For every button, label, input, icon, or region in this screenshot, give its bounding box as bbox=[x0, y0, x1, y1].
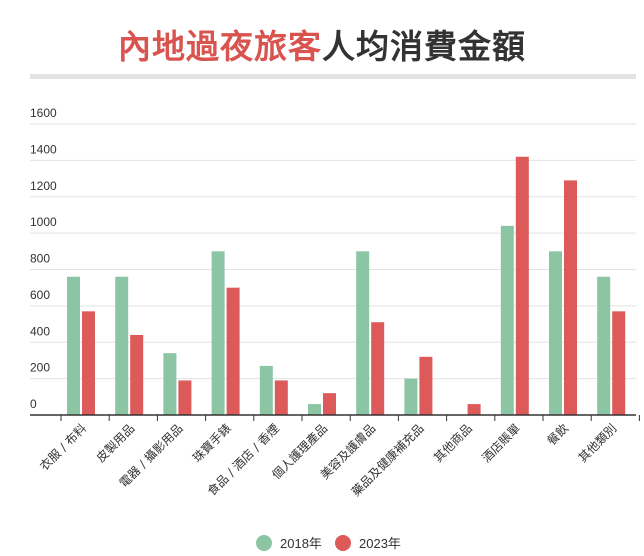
bar-2018-1 bbox=[115, 276, 129, 415]
x-category-label-0: 衣服 / 布料 bbox=[36, 421, 89, 474]
legend: 2018年 2023年 bbox=[0, 533, 644, 553]
bar-2018-11 bbox=[597, 276, 611, 415]
y-tick-label-1400: 1400 bbox=[30, 142, 57, 156]
bar-2018-2 bbox=[163, 353, 177, 415]
bar-2018-4 bbox=[259, 365, 273, 415]
legend-item-2018: 2018年 bbox=[256, 533, 322, 552]
bar-2023-5 bbox=[323, 393, 336, 415]
x-category-label-1: 皮製用品 bbox=[94, 421, 138, 465]
legend-item-2023: 2023年 bbox=[335, 533, 401, 552]
bar-2023-9 bbox=[515, 156, 529, 416]
bar-2018-5 bbox=[308, 404, 321, 415]
legend-swatch-2023 bbox=[335, 534, 351, 551]
bar-2023-8 bbox=[467, 404, 481, 415]
bar-2023-1 bbox=[130, 334, 144, 415]
bar-2023-3 bbox=[226, 287, 240, 415]
bar-2023-2 bbox=[178, 380, 192, 415]
bar-2023-6 bbox=[371, 322, 385, 415]
bar-2023-0 bbox=[82, 311, 95, 415]
chart-title-highlight: 內地過夜旅客 bbox=[118, 27, 322, 66]
y-tick-label-800: 800 bbox=[30, 252, 50, 266]
y-tick-label-400: 400 bbox=[30, 324, 50, 338]
bar-2023-7 bbox=[419, 356, 433, 415]
bar-2018-3 bbox=[211, 251, 225, 415]
y-tick-label-600: 600 bbox=[30, 288, 50, 302]
x-category-label-10: 餐飲 bbox=[544, 421, 572, 449]
legend-label-2018: 2018年 bbox=[280, 536, 322, 551]
bar-2018-9 bbox=[500, 225, 514, 415]
bar-2018-10 bbox=[549, 251, 562, 415]
legend-swatch-2018 bbox=[256, 534, 272, 551]
y-tick-label-200: 200 bbox=[30, 361, 50, 375]
x-category-label-11: 其他類別 bbox=[576, 421, 620, 465]
chart-title-rest: 人均消費金額 bbox=[322, 27, 526, 66]
y-tick-label-1200: 1200 bbox=[30, 179, 57, 193]
y-tick-label-0: 0 bbox=[30, 397, 37, 411]
bar-2023-10 bbox=[564, 180, 577, 415]
y-tick-label-1600: 1600 bbox=[30, 106, 57, 120]
x-category-label-3: 珠寶手錶 bbox=[189, 421, 234, 466]
x-category-label-9: 酒店賬單 bbox=[479, 421, 523, 465]
chart-title: 內地過夜旅客人均消費金額 bbox=[0, 20, 644, 68]
bar-2023-11 bbox=[612, 311, 626, 415]
x-category-label-8: 其他商品 bbox=[430, 421, 475, 466]
bar-2018-7 bbox=[404, 378, 418, 415]
legend-label-2023: 2023年 bbox=[359, 536, 401, 551]
bar-2018-0 bbox=[67, 276, 80, 415]
bar-2023-4 bbox=[274, 380, 288, 415]
bar-2018-6 bbox=[356, 251, 370, 415]
title-underline bbox=[30, 74, 636, 79]
y-tick-label-1000: 1000 bbox=[30, 215, 57, 229]
